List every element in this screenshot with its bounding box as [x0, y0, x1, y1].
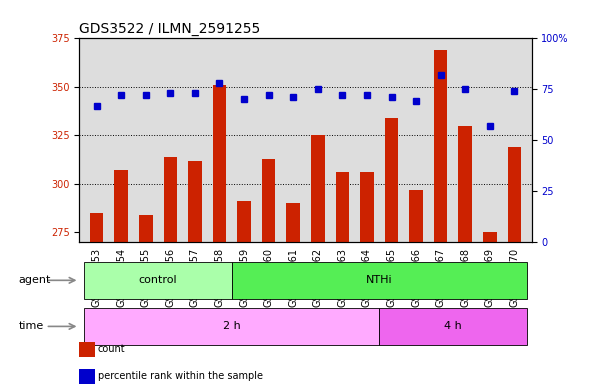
Bar: [164, 157, 177, 242]
Bar: [262, 159, 276, 242]
Bar: [114, 170, 128, 242]
Bar: [458, 126, 472, 242]
Bar: [287, 203, 300, 242]
Text: NTHi: NTHi: [366, 275, 392, 285]
Bar: [311, 135, 324, 242]
Text: 4 h: 4 h: [444, 321, 462, 331]
Text: count: count: [98, 344, 125, 354]
FancyBboxPatch shape: [232, 262, 527, 299]
Bar: [188, 161, 202, 242]
Bar: [90, 213, 103, 242]
Bar: [335, 172, 349, 242]
Text: GDS3522 / ILMN_2591255: GDS3522 / ILMN_2591255: [79, 22, 261, 36]
Bar: [409, 190, 423, 242]
Bar: [213, 85, 226, 242]
FancyBboxPatch shape: [379, 308, 527, 345]
Text: percentile rank within the sample: percentile rank within the sample: [98, 371, 263, 381]
FancyBboxPatch shape: [84, 262, 232, 299]
Text: control: control: [139, 275, 177, 285]
Bar: [360, 172, 374, 242]
Bar: [237, 201, 251, 242]
Text: time: time: [18, 321, 43, 331]
Text: 2 h: 2 h: [223, 321, 241, 331]
Bar: [139, 215, 153, 242]
Bar: [434, 50, 447, 242]
FancyBboxPatch shape: [84, 308, 379, 345]
Bar: [508, 147, 521, 242]
Text: agent: agent: [18, 275, 51, 285]
Bar: [483, 232, 497, 242]
Bar: [385, 118, 398, 242]
